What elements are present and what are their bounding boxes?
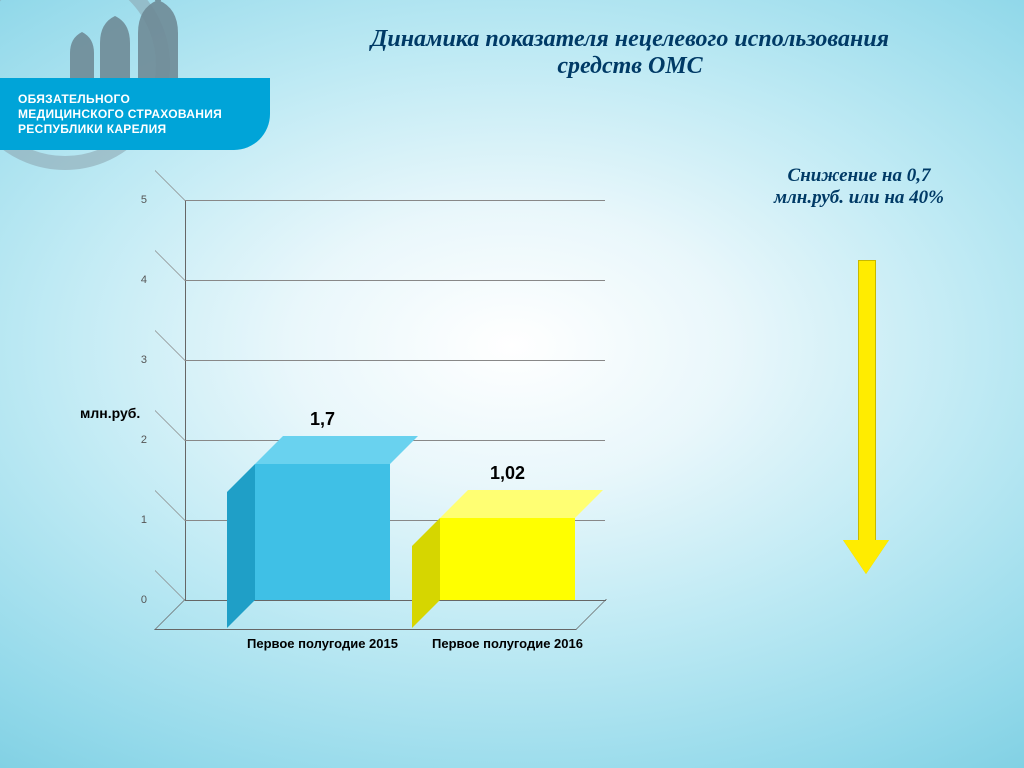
gridline-depth: [155, 570, 185, 601]
x-tick-label: Первое полугодие 2015: [238, 636, 408, 651]
callout-text: Снижение на 0,7 млн.руб. или на 40%: [764, 165, 954, 209]
slide-canvas: ОБЯЗАТЕЛЬНОГОМЕДИЦИНСКОГО СТРАХОВАНИЯРЕС…: [0, 0, 1024, 768]
x-tick-label: Первое полугодие 2016: [423, 636, 593, 651]
gridline: [185, 200, 605, 201]
y-tick-label: 0: [141, 594, 147, 606]
chart-plot-area: 0123451,7Первое полугодие 20151,02Первое…: [185, 200, 605, 600]
gridline-depth: [155, 330, 185, 361]
bar-side: [227, 464, 255, 628]
bar-value-label: 1,7: [310, 409, 335, 430]
bar: 1,7: [255, 464, 390, 600]
gridline-depth: [155, 250, 185, 281]
bar-top: [255, 436, 418, 464]
y-tick-label: 3: [141, 354, 147, 366]
bar-front: [440, 518, 575, 600]
bar-value-label: 1,02: [490, 463, 525, 484]
arrow-shaft: [858, 260, 876, 542]
chart-floor: [154, 599, 607, 630]
gridline: [185, 360, 605, 361]
arrow-head: [843, 540, 889, 574]
church-dome-icon: [60, 0, 210, 78]
y-axis-label: млн.руб.: [80, 405, 140, 421]
bar-chart: млн.руб. 0123451,7Первое полугодие 20151…: [80, 200, 610, 640]
slide-title: Динамика показателя нецелевого использов…: [330, 26, 930, 80]
gridline-depth: [155, 490, 185, 521]
gridline-depth: [155, 410, 185, 441]
logo-banner-text: ОБЯЗАТЕЛЬНОГОМЕДИЦИНСКОГО СТРАХОВАНИЯРЕС…: [18, 92, 222, 137]
bar-front: [255, 464, 390, 600]
logo-banner: ОБЯЗАТЕЛЬНОГОМЕДИЦИНСКОГО СТРАХОВАНИЯРЕС…: [0, 78, 270, 150]
org-logo: ОБЯЗАТЕЛЬНОГОМЕДИЦИНСКОГО СТРАХОВАНИЯРЕС…: [0, 0, 270, 160]
gridline: [185, 280, 605, 281]
y-tick-label: 2: [141, 434, 147, 446]
y-tick-label: 5: [141, 194, 147, 206]
y-tick-label: 1: [141, 514, 147, 526]
bar: 1,02: [440, 518, 575, 600]
gridline-depth: [155, 170, 185, 201]
bar-top: [440, 490, 603, 518]
y-tick-label: 4: [141, 274, 147, 286]
